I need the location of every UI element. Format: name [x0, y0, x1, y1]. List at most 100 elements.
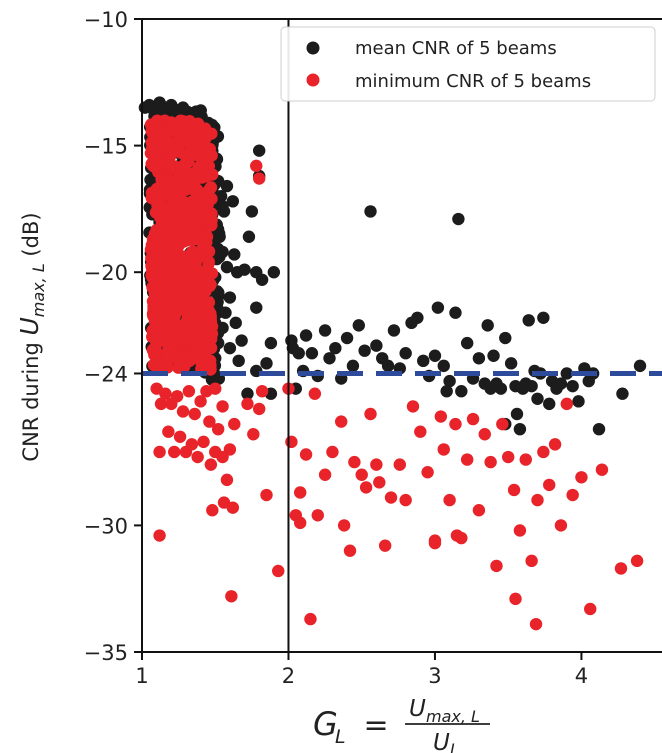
- mean-cnr-point: [346, 359, 360, 373]
- min-cnr-point: [189, 135, 203, 149]
- min-cnr-point: [191, 196, 204, 210]
- min-cnr-point: [179, 348, 193, 361]
- min-cnr-point: [179, 272, 192, 285]
- min-cnr-point: [216, 450, 229, 464]
- min-cnr-point: [406, 400, 420, 413]
- mean-cnr-point: [216, 321, 229, 335]
- min-cnr-point: [147, 159, 160, 173]
- mean-cnr-point: [543, 397, 556, 411]
- mean-cnr-point: [452, 212, 465, 226]
- min-cnr-point: [168, 445, 181, 459]
- y-tick-label: −10: [84, 8, 128, 32]
- y-tick-label: −35: [84, 641, 128, 665]
- min-cnr-point: [252, 172, 266, 185]
- tick-labels: −10 −15 −20 −24 −30 −35 1 2 3 4: [84, 8, 588, 688]
- min-cnr-point: [159, 387, 172, 400]
- min-cnr-point: [169, 230, 182, 243]
- min-cnr-point: [293, 486, 307, 499]
- y-axis-label-subscript: max, L: [29, 263, 48, 317]
- mean-cnr-point: [299, 329, 313, 342]
- y-tick-label: −15: [84, 135, 128, 159]
- min-cnr-point: [421, 466, 434, 479]
- min-cnr-point: [250, 159, 263, 173]
- min-cnr-point: [318, 468, 332, 481]
- min-cnr-point: [148, 348, 161, 362]
- mean-cnr-point: [252, 144, 266, 157]
- x-tick-label: 4: [575, 664, 588, 688]
- min-cnr-point: [437, 443, 450, 456]
- svg-text:CNR during Umax, L (dB): CNR during Umax, L (dB): [15, 212, 48, 461]
- min-cnr-point: [630, 554, 644, 568]
- min-cnr-point: [189, 257, 202, 270]
- min-cnr-point: [166, 191, 179, 205]
- mean-cnr-point: [228, 248, 241, 261]
- legend-label-mean: mean CNR of 5 beams: [355, 38, 557, 59]
- min-cnr-point: [226, 501, 240, 514]
- min-cnr-point: [373, 476, 386, 489]
- mean-cnr-point: [260, 357, 273, 370]
- min-cnr-point: [153, 529, 166, 542]
- min-cnr-point: [170, 390, 184, 403]
- min-cnr-point: [566, 488, 579, 502]
- mean-cnr-point: [255, 273, 269, 286]
- min-cnr-point: [560, 397, 573, 411]
- mean-cnr-point: [267, 266, 281, 279]
- min-cnr-point: [185, 438, 199, 451]
- mean-cnr-point: [216, 245, 229, 259]
- mean-cnr-point: [531, 392, 544, 405]
- min-cnr-point: [434, 410, 448, 423]
- min-cnr-point: [154, 291, 167, 304]
- min-cnr-point: [225, 590, 238, 603]
- mean-cnr-point: [437, 359, 450, 373]
- mean-cnr-point: [220, 179, 234, 193]
- x-axis-label-g-subscript: L: [335, 726, 346, 748]
- mean-cnr-point: [226, 195, 240, 208]
- y-axis-label-var: U: [15, 317, 44, 335]
- min-cnr-point: [191, 215, 205, 228]
- mean-cnr-point: [305, 347, 319, 360]
- mean-cnr-point: [572, 395, 585, 408]
- mean-cnr-point: [443, 374, 456, 388]
- min-cnr-point: [293, 516, 307, 530]
- min-cnr-point: [466, 412, 480, 426]
- mean-cnr-point: [223, 291, 237, 304]
- min-cnr-point: [182, 333, 195, 346]
- mean-cnr-point: [381, 359, 395, 373]
- min-cnr-point: [228, 417, 241, 431]
- mean-cnr-point: [481, 319, 494, 332]
- x-axis-label-numerator: U: [409, 696, 426, 722]
- min-cnr-point: [211, 422, 225, 436]
- min-cnr-point: [176, 170, 190, 183]
- min-cnr-point: [260, 488, 273, 502]
- y-axis-label-suffix: (dB): [19, 212, 43, 263]
- min-cnr-point: [343, 544, 357, 557]
- mean-cnr-point: [232, 354, 245, 368]
- mean-cnr-point: [216, 200, 229, 213]
- mean-cnr-point: [211, 286, 225, 299]
- mean-cnr-point: [431, 301, 445, 314]
- min-cnr-point: [252, 402, 266, 416]
- mean-cnr-point: [513, 422, 527, 436]
- min-cnr-point: [216, 400, 229, 413]
- x-axis-label-equals: =: [354, 708, 398, 743]
- y-axis-label: CNR during Umax, L (dB): [15, 212, 48, 461]
- x-axis-label-denominator: U: [433, 730, 450, 753]
- x-tick-label: 2: [282, 664, 295, 688]
- min-cnr-point: [450, 529, 464, 542]
- min-cnr-point: [443, 493, 456, 507]
- min-cnr-point: [145, 186, 159, 200]
- x-tick-label: 1: [135, 664, 148, 688]
- min-cnr-point: [513, 524, 527, 537]
- min-cnr-point: [151, 114, 164, 127]
- mean-cnr-point: [440, 385, 453, 398]
- min-cnr-point: [393, 458, 407, 471]
- mean-cnr-point: [242, 230, 256, 243]
- min-cnr-point: [370, 458, 383, 471]
- min-cnr-point: [285, 435, 298, 449]
- mean-cnr-point: [633, 359, 647, 373]
- min-cnr-point: [496, 417, 509, 431]
- min-cnr-point: [311, 509, 324, 522]
- min-cnr-point: [204, 318, 217, 332]
- mean-cnr-point: [566, 379, 579, 393]
